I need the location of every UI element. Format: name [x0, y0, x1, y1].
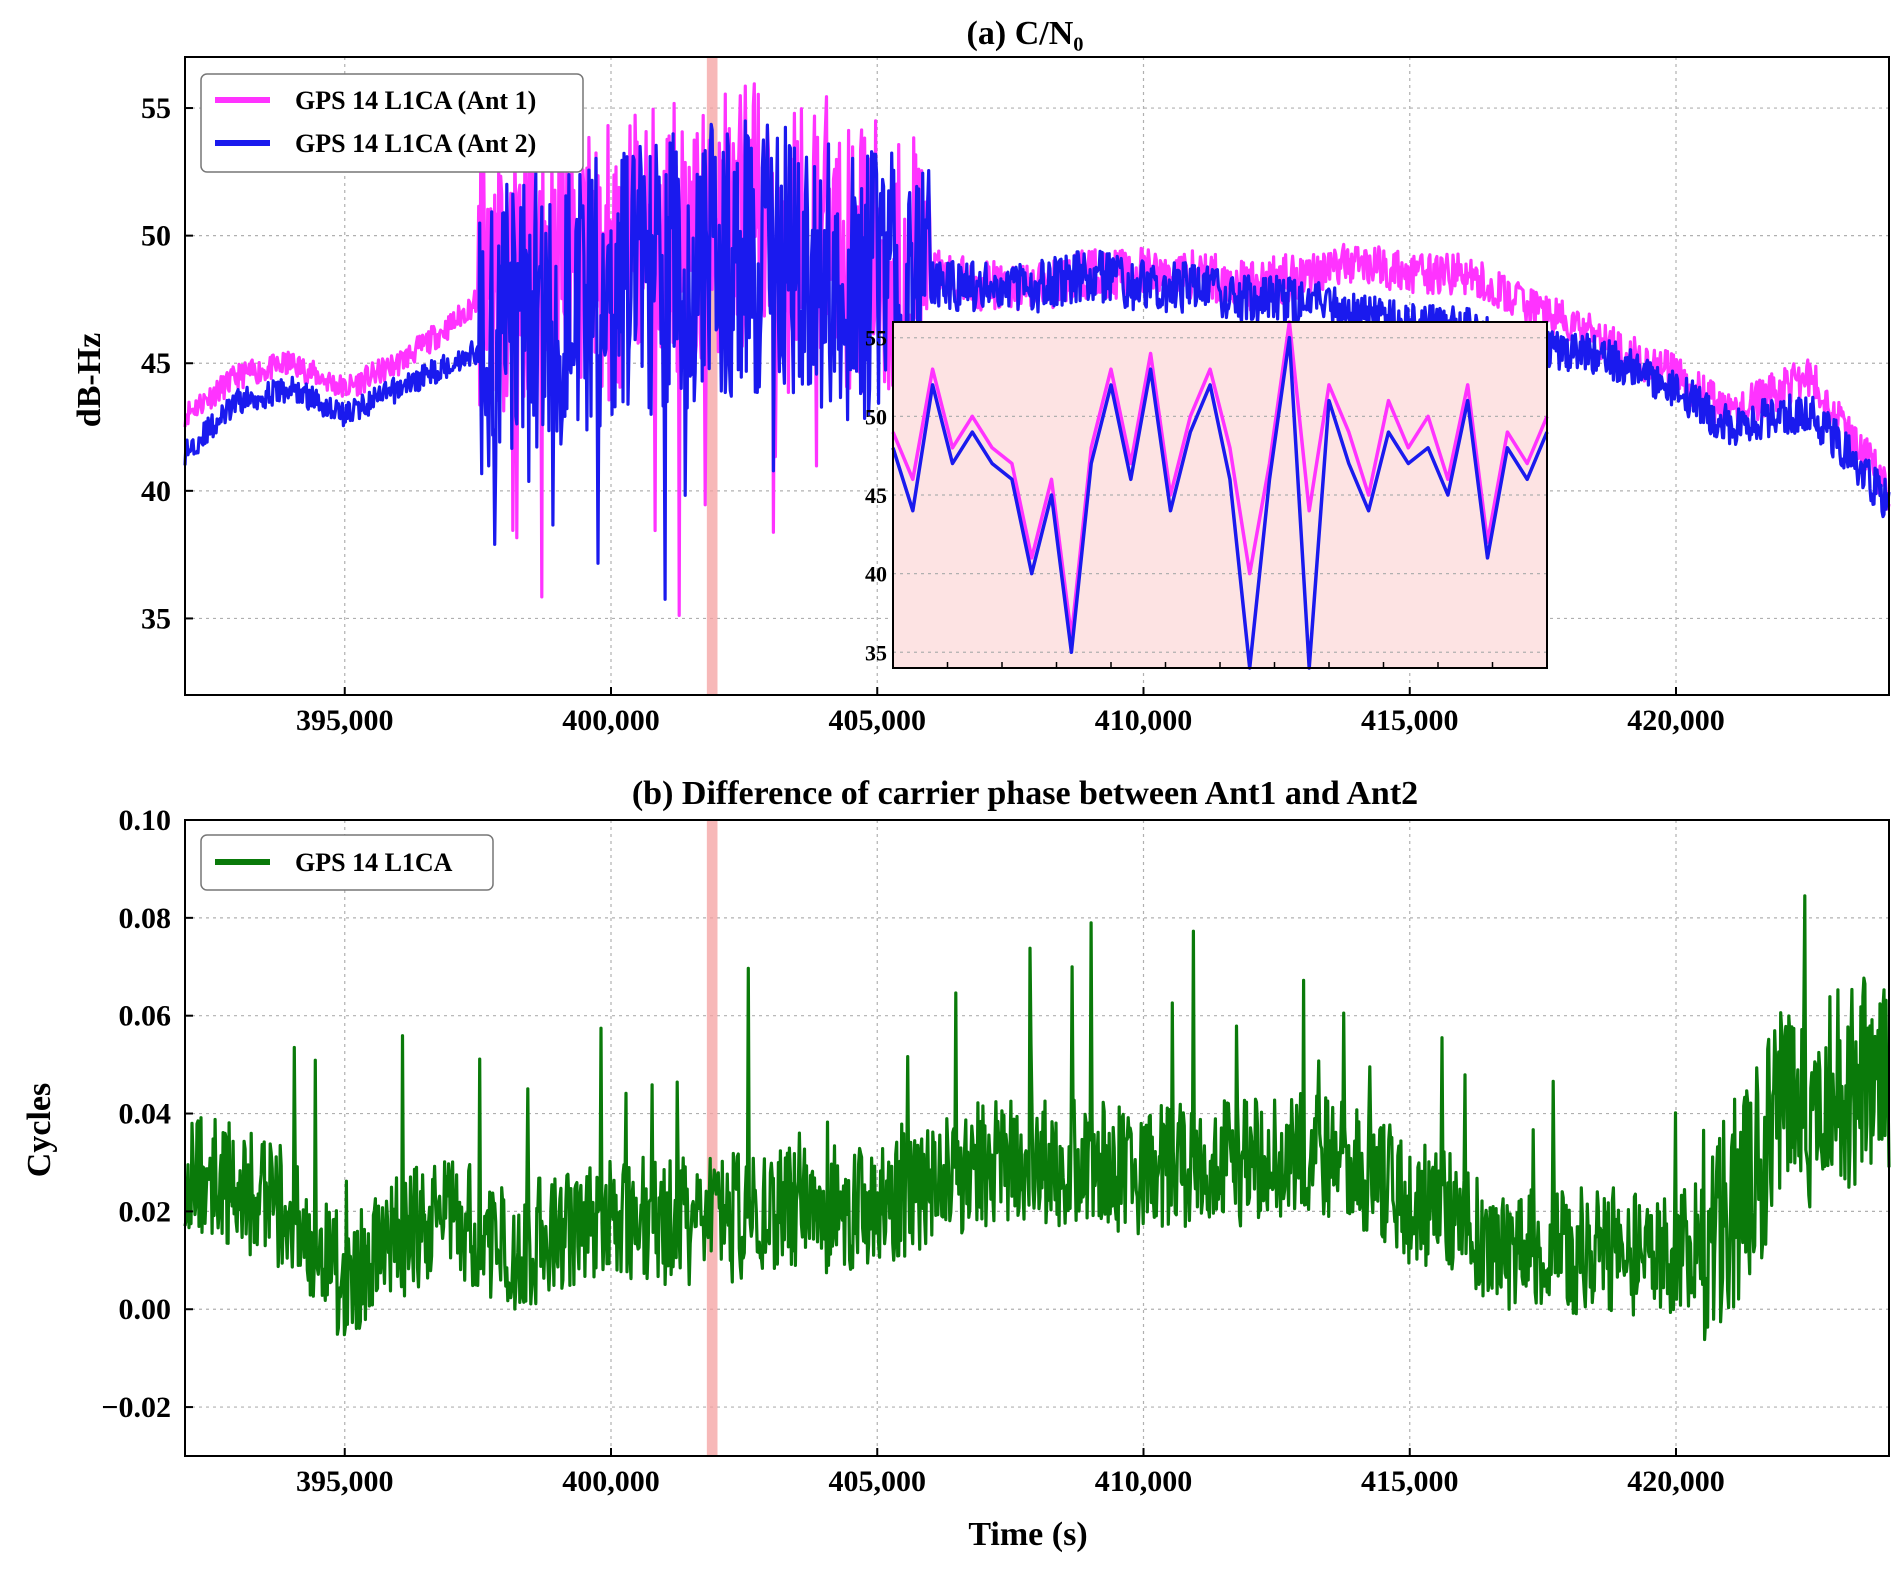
- panel-a-ytick-label: 40: [141, 475, 171, 508]
- panel-a-xtick-label: 415,000: [1361, 704, 1459, 737]
- panel-a-title: (a) C/N₀: [967, 15, 1084, 52]
- panel-b-carrier-phase-diff: (b) Difference of carrier phase between …: [21, 775, 1891, 1553]
- inset-line-ant2: [891, 335, 1549, 670]
- inset-background: [893, 322, 1547, 668]
- panel-b-ytick-label: 0.08: [119, 902, 172, 935]
- panel-b-xtick-label: 420,000: [1627, 1465, 1725, 1498]
- inset-ytick-label: 50: [865, 404, 887, 429]
- legend-label-ant2: GPS 14 L1CA (Ant 2): [295, 129, 536, 158]
- panel-b-xtick-label: 410,000: [1095, 1465, 1193, 1498]
- inset-yticks: 35 40 45 50 55: [865, 326, 887, 666]
- panel-a-legend: GPS 14 L1CA (Ant 1) GPS 14 L1CA (Ant 2): [200, 73, 584, 173]
- inset-frame: [892, 321, 1548, 669]
- panel-a-ytick-label: 55: [141, 92, 171, 125]
- panel-b-xtick-label: 405,000: [829, 1465, 927, 1498]
- panel-a-xtick-label: 395,000: [296, 704, 394, 737]
- panel-a-xtick-label: 410,000: [1095, 704, 1193, 737]
- panel-b-xtick-label: 400,000: [562, 1465, 660, 1498]
- panel-a-inset: 35 40 45 50 55: [865, 320, 1549, 670]
- panel-a-xtick-label: 420,000: [1627, 704, 1725, 737]
- inset-ytick-label: 45: [865, 483, 887, 508]
- panel-b-xlabel: Time (s): [968, 1516, 1087, 1553]
- panel-a-axes-frame: [184, 56, 1890, 696]
- panel-b-series: [183, 894, 1891, 1342]
- panel-b-ytick-label: −0.02: [101, 1391, 171, 1424]
- inset-ytick-label: 55: [865, 326, 887, 351]
- panel-a-ytick-label: 50: [141, 220, 171, 253]
- inset-line-ant1: [891, 320, 1549, 639]
- panel-a-ytick-label: 35: [141, 602, 171, 635]
- panel-a-legend-box: [200, 73, 584, 173]
- inset-ytick-label: 40: [865, 562, 887, 587]
- panel-b-ylabel: Cycles: [21, 1083, 58, 1177]
- panel-a-ytick-label: 45: [141, 347, 171, 380]
- panel-a-xticks: 395,000 400,000 405,000 410,000 415,000 420,0…: [296, 687, 1725, 737]
- panel-b-ytick-label: 0.00: [119, 1293, 172, 1326]
- legend-label-diff: GPS 14 L1CA: [295, 848, 453, 877]
- series-line-carrier-phase-diff: [183, 894, 1891, 1342]
- panel-b-ytick-label: 0.06: [119, 1000, 172, 1033]
- panel-a-highlight-band: [706, 57, 718, 695]
- panel-b-highlight-band: [706, 820, 718, 1456]
- panel-a-ylabel: dB-Hz: [71, 333, 108, 427]
- panel-b-ytick-label: 0.02: [119, 1195, 172, 1228]
- panel-b-xtick-label: 395,000: [296, 1465, 394, 1498]
- panel-b-title: (b) Difference of carrier phase between …: [632, 775, 1418, 812]
- legend-label-ant1: GPS 14 L1CA (Ant 1): [295, 86, 536, 115]
- panel-b-legend: GPS 14 L1CA: [200, 834, 494, 891]
- panel-b-ytick-label: 0.10: [119, 804, 172, 837]
- panel-b-xtick-label: 415,000: [1361, 1465, 1459, 1498]
- panel-b-xticks: 395,000 400,000 405,000 410,000 415,000 420,0…: [296, 1448, 1725, 1498]
- panel-a-yticks: 35 40 45 50 55: [141, 92, 193, 635]
- panel-b-legend-box: [200, 834, 494, 891]
- series-line-ant2: [183, 119, 1891, 601]
- panel-a-cn0: (a) C/N₀ dB-Hz 35 40 45 50 55 395,000 400,000…: [71, 15, 1891, 737]
- inset-series: [891, 320, 1549, 670]
- panel-a-xtick-label: 400,000: [562, 704, 660, 737]
- inset-ytick-label: 35: [865, 640, 887, 665]
- panel-b-yticks: −0.02 0.00 0.02 0.04 0.06 0.08 0.10: [101, 804, 193, 1424]
- panel-a-series: [183, 82, 1891, 617]
- panel-b-axes-frame: [184, 819, 1890, 1457]
- panel-a-xtick-label: 405,000: [829, 704, 927, 737]
- panel-b-ytick-label: 0.04: [119, 1098, 172, 1131]
